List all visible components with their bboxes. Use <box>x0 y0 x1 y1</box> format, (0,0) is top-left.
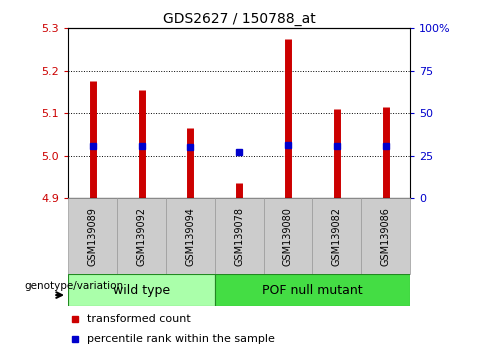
Bar <box>215 198 264 274</box>
Bar <box>166 198 215 274</box>
Bar <box>264 198 312 274</box>
Text: POF null mutant: POF null mutant <box>262 284 363 297</box>
Text: GSM139086: GSM139086 <box>381 207 390 266</box>
Bar <box>361 198 410 274</box>
Text: GSM139089: GSM139089 <box>88 207 98 266</box>
Text: GSM139094: GSM139094 <box>185 207 195 266</box>
Text: GSM139082: GSM139082 <box>332 207 342 266</box>
Bar <box>312 198 361 274</box>
Text: GSM139080: GSM139080 <box>283 207 293 266</box>
Bar <box>215 274 410 306</box>
Title: GDS2627 / 150788_at: GDS2627 / 150788_at <box>163 12 316 26</box>
Text: percentile rank within the sample: percentile rank within the sample <box>87 334 275 344</box>
Bar <box>117 198 166 274</box>
Text: genotype/variation: genotype/variation <box>24 280 123 291</box>
Bar <box>68 274 215 306</box>
Text: GSM139078: GSM139078 <box>234 207 244 266</box>
Text: GSM139092: GSM139092 <box>137 207 146 266</box>
Bar <box>68 198 117 274</box>
Text: transformed count: transformed count <box>87 314 191 324</box>
Text: wild type: wild type <box>113 284 170 297</box>
